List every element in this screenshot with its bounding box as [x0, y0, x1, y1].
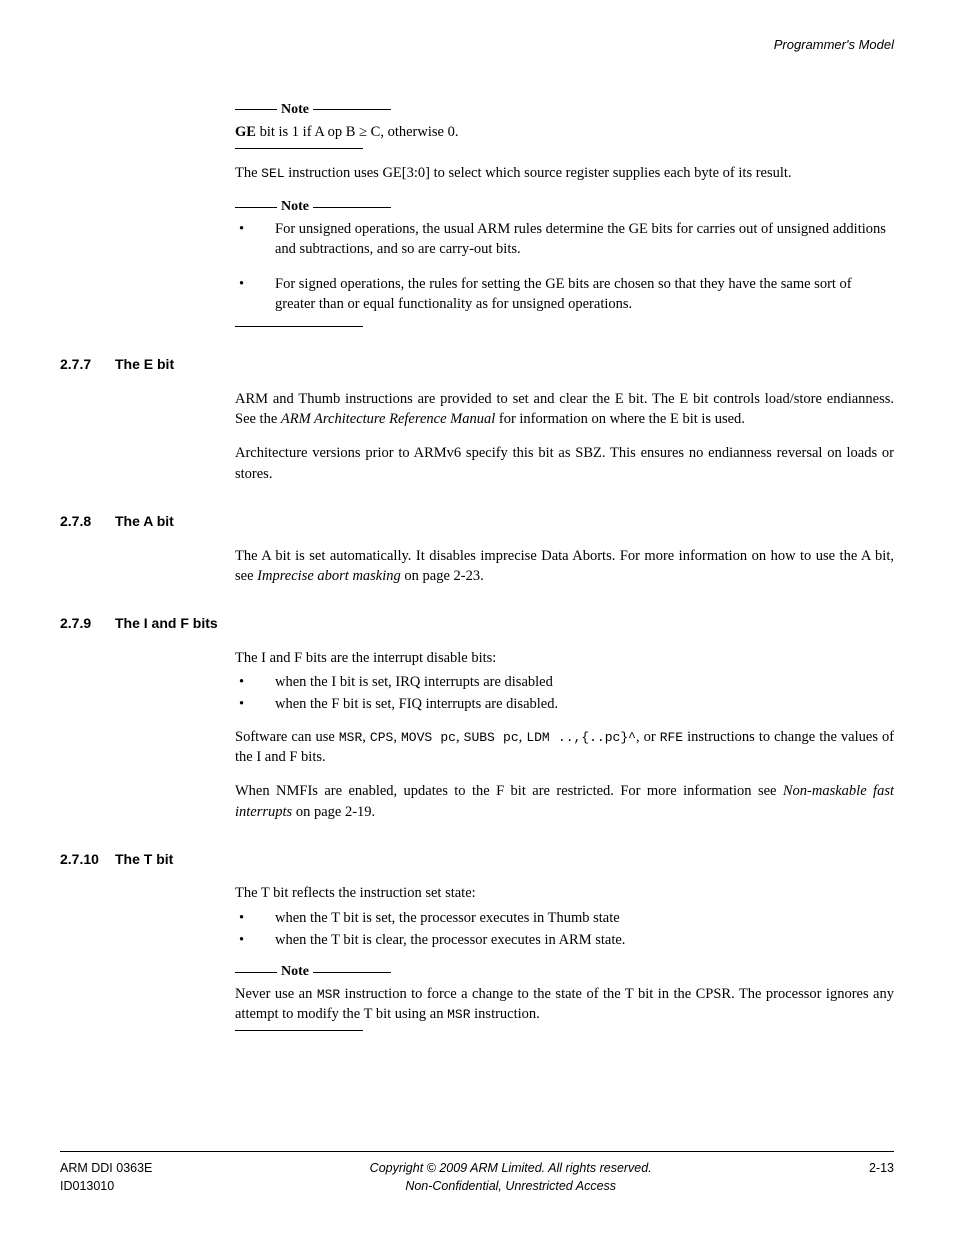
section-title: The I and F bits	[115, 614, 218, 634]
bullet-list: •when the I bit is set, IRQ interrupts a…	[235, 672, 894, 715]
section-number: 2.7.7	[60, 355, 115, 375]
bullet-text: when the F bit is set, FIQ interrupts ar…	[275, 694, 894, 714]
note-label: Note	[281, 962, 309, 982]
footer-classification: Non-Confidential, Unrestricted Access	[152, 1178, 869, 1196]
note-end-rule	[235, 148, 363, 149]
bullet-list: •when the T bit is set, the processor ex…	[235, 908, 894, 951]
section-title: The E bit	[115, 355, 174, 375]
note-body: Never use an MSR instruction to force a …	[235, 984, 894, 1025]
section-number: 2.7.8	[60, 512, 115, 532]
footer-doc-id: ARM DDI 0363E	[60, 1160, 152, 1178]
note-body: GE bit is 1 if A op B ≥ C, otherwise 0.	[235, 122, 894, 142]
paragraph: The A bit is set automatically. It disab…	[235, 546, 894, 587]
paragraph: When NMFIs are enabled, updates to the F…	[235, 781, 894, 822]
note-end-rule	[235, 1030, 363, 1031]
section-number: 2.7.10	[60, 850, 115, 870]
note-header: Note	[235, 100, 894, 120]
note-label: Note	[281, 100, 309, 120]
section-title: The T bit	[115, 850, 173, 870]
note-bullets: •For unsigned operations, the usual ARM …	[235, 219, 894, 314]
bullet-text: when the T bit is clear, the processor e…	[275, 930, 894, 950]
section-number: 2.7.9	[60, 614, 115, 634]
bullet-text: For unsigned operations, the usual ARM r…	[275, 219, 894, 260]
footer-copyright: Copyright © 2009 ARM Limited. All rights…	[152, 1160, 869, 1178]
section-title: The A bit	[115, 512, 174, 532]
footer-id: ID013010	[60, 1178, 152, 1196]
footer-page-number: 2-13	[869, 1160, 894, 1178]
note-label: Note	[281, 197, 309, 217]
section-heading: 2.7.10 The T bit	[60, 850, 894, 870]
page-header: Programmer's Model	[60, 36, 894, 54]
paragraph: ARM and Thumb instructions are provided …	[235, 389, 894, 430]
section-heading: 2.7.8 The A bit	[60, 512, 894, 532]
paragraph: Architecture versions prior to ARMv6 spe…	[235, 443, 894, 484]
paragraph-sel: The SEL instruction uses GE[3:0] to sele…	[235, 163, 894, 183]
paragraph: The T bit reflects the instruction set s…	[235, 883, 894, 903]
bullet-text: when the I bit is set, IRQ interrupts ar…	[275, 672, 894, 692]
bullet-text: For signed operations, the rules for set…	[275, 274, 894, 315]
note-header: Note	[235, 962, 894, 982]
paragraph: Software can use MSR, CPS, MOVS pc, SUBS…	[235, 727, 894, 768]
page-footer: ARM DDI 0363E ID013010 Copyright © 2009 …	[60, 1151, 894, 1195]
section-heading: 2.7.7 The E bit	[60, 355, 894, 375]
note-header: Note	[235, 197, 894, 217]
bullet-text: when the T bit is set, the processor exe…	[275, 908, 894, 928]
note-end-rule	[235, 326, 363, 327]
section-heading: 2.7.9 The I and F bits	[60, 614, 894, 634]
paragraph: The I and F bits are the interrupt disab…	[235, 648, 894, 668]
